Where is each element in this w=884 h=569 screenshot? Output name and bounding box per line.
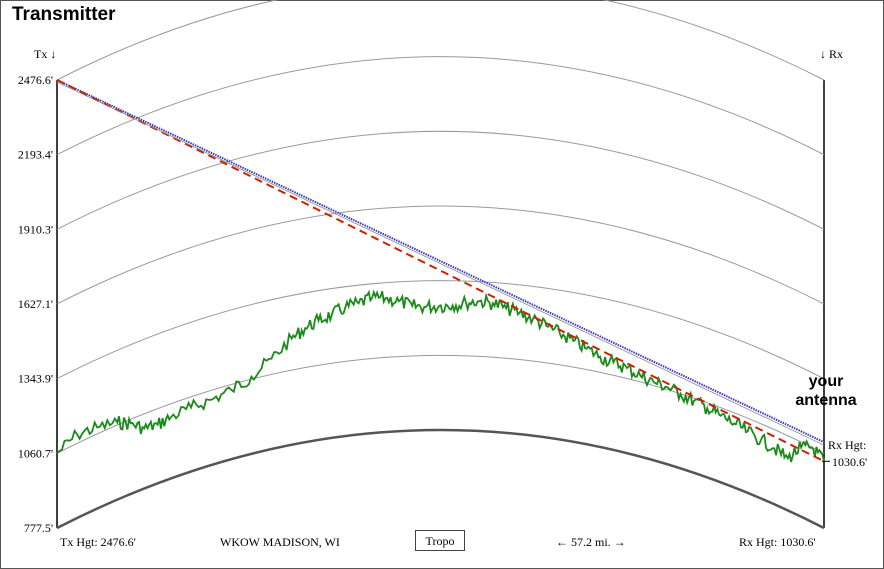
height-arc	[56, 0, 825, 81]
y-tick-label: 1627.1'	[18, 297, 53, 311]
earth-curve	[56, 428, 825, 530]
height-arc	[56, 280, 825, 380]
secondary-path-line	[56, 81, 825, 446]
rx-marker: ↓ Rx	[820, 47, 844, 61]
rx-hgt-value: 1030.6'	[832, 455, 868, 469]
y-tick-label: 2476.6'	[18, 73, 53, 87]
top-arc-guide	[57, 0, 824, 80]
line-of-sight-path	[56, 79, 825, 444]
y-tick-label: 1060.7'	[18, 446, 53, 460]
terrain-profile-line	[56, 289, 825, 463]
antenna-label-line2: antenna	[795, 392, 857, 409]
distance-label: ← 57.2 mi. →	[556, 535, 626, 549]
antenna-label-line1: your	[808, 373, 844, 390]
height-arc	[56, 130, 825, 230]
tx-marker: Tx ↓	[34, 47, 57, 61]
chart-title: Transmitter	[12, 4, 116, 25]
y-tick-label: 777.5'	[24, 521, 53, 535]
y-tick-label: 2193.4'	[18, 148, 53, 162]
rx-height-footer: Rx Hgt: 1030.6'	[739, 535, 816, 549]
antenna-label: your antenna	[790, 372, 862, 410]
rx-hgt-label: Rx Hgt:	[828, 438, 867, 452]
tropo-button[interactable]: Tropo	[415, 530, 465, 551]
height-arc	[56, 205, 825, 305]
refracted-signal-path	[56, 79, 825, 463]
y-tick-label: 1343.9'	[18, 372, 53, 386]
height-arc	[56, 56, 825, 156]
tx-height-footer: Tx Hgt: 2476.6'	[60, 535, 136, 549]
y-tick-label: 1910.3'	[18, 222, 53, 236]
station-name: WKOW MADISON, WI	[220, 535, 340, 549]
